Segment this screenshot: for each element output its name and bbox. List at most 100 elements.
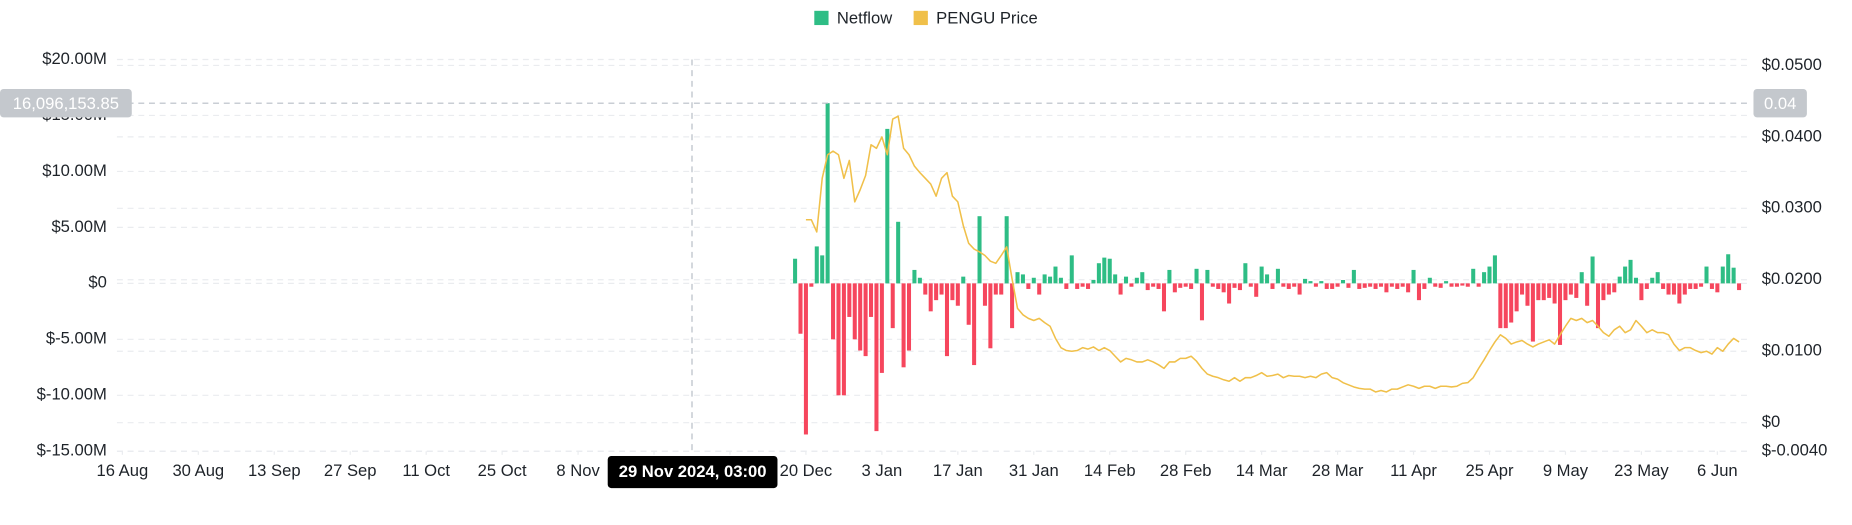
netflow-bar (1020, 274, 1025, 284)
crosshair: 16,096,153.85 0.04 29 Nov 2024, 03:00 (0, 59, 1807, 489)
netflow-bar (1031, 277, 1036, 284)
netflow-bar (1123, 276, 1129, 284)
netflow-bar (934, 283, 939, 301)
netflow-bar (1270, 283, 1275, 289)
netflow-bar (874, 283, 879, 432)
netflow-bar (1671, 283, 1676, 295)
netflow-bar (1715, 283, 1720, 293)
netflow-bar (1096, 263, 1101, 284)
netflow-bar (1492, 255, 1497, 284)
netflow-bar (1628, 259, 1633, 284)
netflow-bar (1530, 283, 1535, 342)
netflow-bar (1644, 283, 1649, 289)
netflow-bar (1205, 269, 1210, 284)
netflow-bar (1075, 283, 1080, 289)
netflow-bar (1585, 283, 1590, 306)
netflow-bar (1243, 263, 1248, 284)
netflow-bar (906, 283, 912, 351)
axes: $20.00M$15.00M$10.00M$5.00M$0$-5.00M$-10… (37, 49, 1828, 480)
netflow-bar (1129, 283, 1134, 287)
crosshair-y2-box (1753, 88, 1807, 118)
netflow-bar (923, 283, 928, 295)
netflow-bar (1384, 283, 1389, 293)
legend-swatch (814, 10, 829, 26)
netflow-bar (1042, 274, 1047, 284)
x-tick-label: 17 Jan (933, 461, 983, 480)
netflow-bar (1313, 283, 1318, 287)
netflow-bar (1178, 283, 1183, 288)
netflow-bar (1449, 283, 1454, 287)
netflow-bar (1259, 266, 1264, 284)
netflow-bar (977, 216, 982, 284)
legend-label: PENGU Price (936, 9, 1038, 28)
netflow-bar (1395, 283, 1400, 289)
y2-tick-label: $0.0200 (1762, 269, 1822, 288)
netflow-bar (1102, 257, 1107, 284)
netflow-bar (841, 283, 846, 396)
netflow-bar (1286, 283, 1291, 289)
netflow-bar (1617, 276, 1622, 284)
x-tick-label: 11 Oct (402, 461, 450, 480)
netflow-bar (1465, 283, 1470, 287)
netflow-bar (798, 283, 803, 334)
netflow-bar (1520, 283, 1525, 295)
netflow-bar (1297, 283, 1302, 295)
x-tick-label: 30 Aug (172, 461, 224, 480)
crosshair-y-box (0, 88, 132, 118)
netflow-bar (1113, 274, 1118, 284)
netflow-bar (1639, 283, 1644, 301)
x-tick-label: 14 Mar (1236, 461, 1288, 480)
x-tick-label: 31 Jan (1009, 461, 1059, 480)
netflow-bar (1378, 283, 1384, 287)
y2-tick-label: $0.0100 (1762, 341, 1822, 360)
netflow-bar (1335, 283, 1340, 287)
crosshair-y-label: 16,096,153.85 (13, 94, 119, 113)
netflow-bar (1661, 283, 1666, 289)
netflow-bar (793, 258, 798, 284)
netflow-bar (1709, 283, 1714, 289)
netflow-bar (1552, 283, 1557, 304)
netflow-bar (1064, 283, 1069, 289)
y2-tick-label: $0.0500 (1762, 55, 1822, 74)
netflow-bar (1471, 268, 1476, 284)
netflow-bar (809, 283, 814, 287)
netflow-bar (1400, 283, 1405, 287)
netflow-bar (1612, 283, 1617, 293)
y2-tick-label: $0.0400 (1762, 126, 1822, 145)
netflow-bar (928, 283, 933, 312)
netflow-bar (803, 283, 808, 435)
netflow-bar (890, 283, 895, 329)
netflow-bar (1737, 283, 1742, 291)
netflow-bar (836, 283, 841, 396)
netflow-bar (1547, 283, 1552, 298)
legend-label: Netflow (837, 9, 893, 28)
netflow-bar (1172, 283, 1177, 293)
netflow-bar (1227, 283, 1232, 304)
netflow-bar (1590, 256, 1595, 284)
y-tick-label: $5.00M (51, 217, 106, 236)
netflow-bar (1275, 268, 1280, 284)
netflow-bar (1134, 277, 1139, 284)
netflow-bar (1579, 272, 1584, 284)
netflow-bar (831, 283, 836, 340)
netflow-bar (1058, 277, 1063, 284)
netflow-bar (939, 283, 944, 295)
netflow-bar (912, 269, 917, 284)
x-tick-label: 13 Sep (248, 461, 301, 480)
netflow-bar (1069, 255, 1074, 284)
netflow-bar (1623, 266, 1628, 284)
netflow-bar (1189, 283, 1194, 289)
netflow-bar (1053, 266, 1058, 284)
netflow-bar (1026, 283, 1031, 289)
netflow-bar (814, 246, 819, 284)
netflow-bar (1422, 283, 1427, 289)
netflow-bar (944, 283, 950, 357)
netflow-bar (1015, 272, 1020, 284)
netflow-bar (950, 283, 955, 301)
netflow-bar (1319, 281, 1324, 284)
price-line (805, 115, 1740, 393)
netflow-bar (966, 283, 971, 325)
netflow-bar (1595, 283, 1601, 329)
netflow-bar (1346, 283, 1351, 288)
netflow-bar (1726, 254, 1731, 284)
